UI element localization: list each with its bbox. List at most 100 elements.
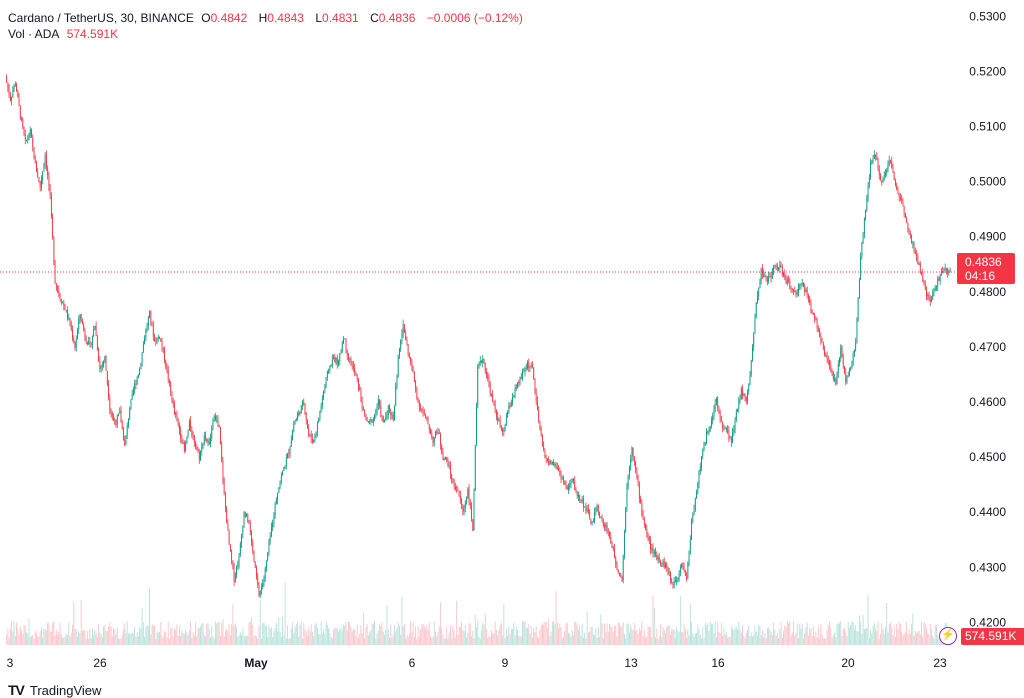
candle-body	[616, 564, 618, 570]
candle-body	[728, 430, 730, 439]
candle-body	[328, 370, 330, 372]
volume-bar	[790, 635, 792, 645]
volume-bar	[770, 631, 772, 645]
candle-body	[873, 154, 875, 159]
volume-bar	[546, 627, 548, 645]
volume-bar	[488, 635, 490, 645]
volume-bar	[679, 596, 681, 645]
symbol-title[interactable]: Cardano / TetherUS, 30, BINANCE	[8, 11, 194, 25]
volume-bar	[938, 638, 940, 645]
tradingview-logo-icon: TV	[8, 682, 25, 698]
candle-body	[852, 353, 854, 362]
volume-bar	[233, 625, 235, 645]
volume-bar	[773, 622, 775, 645]
volume-bar	[88, 638, 90, 645]
candle-body	[596, 505, 598, 509]
lightning-icon[interactable]: ⚡	[939, 627, 957, 645]
candle-body	[185, 442, 187, 451]
volume-bar	[243, 635, 245, 645]
candle-body	[761, 268, 763, 275]
candle-body	[868, 178, 870, 186]
volume-bar	[146, 625, 148, 645]
candle-body	[574, 480, 576, 490]
candle-body	[936, 286, 937, 288]
volume-bar	[696, 633, 697, 645]
candle-body	[219, 427, 221, 445]
candle-body	[774, 265, 776, 267]
volume-bar	[651, 637, 653, 645]
volume-bar	[307, 635, 308, 645]
volume-bar	[318, 634, 320, 645]
candle-body	[594, 511, 596, 521]
candle-body	[453, 482, 455, 487]
x-tick-label: May	[244, 656, 268, 670]
candle-body	[83, 324, 85, 331]
volume-bar	[661, 637, 663, 645]
candle-body	[420, 407, 422, 409]
candle-body	[795, 292, 797, 295]
volume-bar	[89, 628, 91, 645]
volume-label[interactable]: Vol · ADA	[8, 27, 60, 41]
volume-bar	[207, 623, 209, 645]
volume-bar	[863, 629, 865, 645]
volume-bar	[769, 630, 771, 645]
volume-bar	[495, 629, 497, 645]
tradingview-brand[interactable]: TV TradingView	[8, 682, 101, 698]
candle-body	[192, 434, 194, 436]
candle-body	[174, 404, 175, 414]
volume-bar	[847, 622, 849, 645]
volume-bar	[218, 622, 220, 645]
candle-body	[311, 438, 313, 442]
volume-bar	[246, 636, 247, 645]
candle-body	[737, 408, 739, 412]
volume-bar	[734, 627, 736, 645]
volume-bar	[441, 628, 443, 645]
time-axis[interactable]: 3 26 May 6 9 13 16 20 23	[7, 656, 947, 670]
volume-bar	[111, 635, 113, 645]
candle-body	[175, 413, 177, 415]
candle-body	[899, 197, 901, 200]
candle-body	[553, 461, 555, 466]
volume-bar	[821, 633, 823, 645]
candle-body	[435, 432, 436, 438]
volume-bar	[309, 631, 311, 645]
volume-bar	[273, 631, 275, 645]
volume-bar	[626, 623, 628, 645]
candle-body	[830, 365, 832, 371]
candle-body	[238, 554, 240, 565]
volume-bar	[208, 629, 210, 645]
candle-body	[696, 492, 697, 498]
volume-bar	[58, 631, 60, 645]
close-value: 0.4836	[378, 11, 416, 25]
candle-body	[129, 408, 131, 419]
candle-body	[257, 577, 259, 585]
volume-bar	[282, 616, 284, 645]
volume-bar	[304, 629, 306, 645]
candle-body	[539, 421, 541, 430]
candle-body	[487, 375, 489, 379]
volume-bar	[806, 622, 808, 645]
volume-bar	[928, 634, 930, 645]
candle-body	[428, 424, 430, 430]
volume-bar	[858, 615, 860, 645]
candle-body	[923, 281, 925, 285]
volume-bar	[549, 636, 551, 645]
volume-bar	[114, 629, 116, 645]
candle-body	[349, 358, 351, 360]
volume-bar	[550, 631, 552, 645]
volume-bar	[418, 636, 420, 645]
candle-body	[207, 441, 209, 443]
candle-body	[714, 403, 716, 409]
volume-bar	[877, 621, 879, 645]
volume-bar	[493, 633, 495, 645]
candle-body	[282, 470, 284, 476]
candle-body	[36, 162, 37, 173]
candle-body	[295, 418, 297, 422]
volume-bar	[650, 627, 651, 645]
candle-body	[533, 367, 535, 380]
volume-bar	[354, 629, 356, 645]
candle-body	[309, 434, 311, 436]
candle-body	[718, 408, 720, 413]
price-axis[interactable]: 0.53000.52000.51000.50000.49000.48000.47…	[969, 9, 1006, 629]
